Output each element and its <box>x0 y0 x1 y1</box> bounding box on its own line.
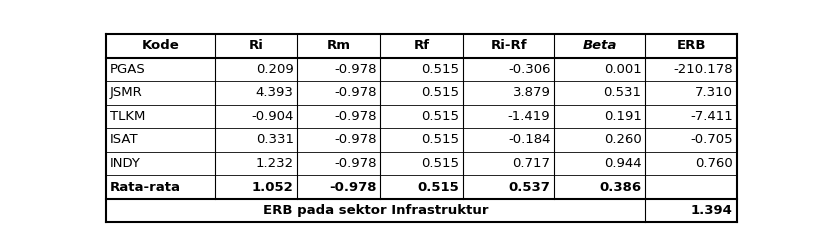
Text: 0.331: 0.331 <box>256 134 293 146</box>
Text: 4.393: 4.393 <box>256 86 293 100</box>
Text: 0.386: 0.386 <box>599 180 642 194</box>
Text: JSMR: JSMR <box>110 86 142 100</box>
Text: -0.978: -0.978 <box>329 180 376 194</box>
Text: Beta: Beta <box>583 39 617 52</box>
Text: 1.052: 1.052 <box>252 180 293 194</box>
Text: Rata-rata: Rata-rata <box>110 180 181 194</box>
Text: ISAT: ISAT <box>110 134 138 146</box>
Text: PGAS: PGAS <box>110 63 145 76</box>
Text: -0.184: -0.184 <box>508 134 551 146</box>
Text: -0.904: -0.904 <box>252 110 293 123</box>
Text: 0.191: 0.191 <box>603 110 642 123</box>
Text: -0.705: -0.705 <box>690 134 732 146</box>
Text: -0.306: -0.306 <box>508 63 551 76</box>
Text: TLKM: TLKM <box>110 110 145 123</box>
Text: -0.978: -0.978 <box>334 110 376 123</box>
Text: 0.537: 0.537 <box>509 180 551 194</box>
Text: INDY: INDY <box>110 157 141 170</box>
Text: -1.419: -1.419 <box>508 110 551 123</box>
Text: Rm: Rm <box>327 39 351 52</box>
Text: 0.531: 0.531 <box>603 86 642 100</box>
Text: 0.515: 0.515 <box>418 180 459 194</box>
Text: -0.978: -0.978 <box>334 63 376 76</box>
Text: 0.944: 0.944 <box>604 157 642 170</box>
Text: ERB pada sektor Infrastruktur: ERB pada sektor Infrastruktur <box>263 204 488 217</box>
Text: -7.411: -7.411 <box>690 110 732 123</box>
Text: 1.232: 1.232 <box>256 157 293 170</box>
Text: 0.260: 0.260 <box>604 134 642 146</box>
Text: Ri: Ri <box>248 39 264 52</box>
Text: -0.978: -0.978 <box>334 157 376 170</box>
Text: Kode: Kode <box>141 39 179 52</box>
Text: -0.978: -0.978 <box>334 86 376 100</box>
Text: ERB: ERB <box>677 39 706 52</box>
Text: 0.515: 0.515 <box>421 134 459 146</box>
Text: 0.515: 0.515 <box>421 63 459 76</box>
Text: -210.178: -210.178 <box>673 63 732 76</box>
Text: Ri-Rf: Ri-Rf <box>490 39 527 52</box>
Text: 0.515: 0.515 <box>421 86 459 100</box>
Text: 0.515: 0.515 <box>421 110 459 123</box>
Text: -0.978: -0.978 <box>334 134 376 146</box>
Text: 3.879: 3.879 <box>513 86 551 100</box>
Text: 0.209: 0.209 <box>256 63 293 76</box>
Text: 1.394: 1.394 <box>691 204 732 217</box>
Text: 0.515: 0.515 <box>421 157 459 170</box>
Text: 0.717: 0.717 <box>512 157 551 170</box>
Text: Rf: Rf <box>413 39 430 52</box>
Text: 0.760: 0.760 <box>695 157 732 170</box>
Text: 7.310: 7.310 <box>695 86 732 100</box>
Text: 0.001: 0.001 <box>604 63 642 76</box>
